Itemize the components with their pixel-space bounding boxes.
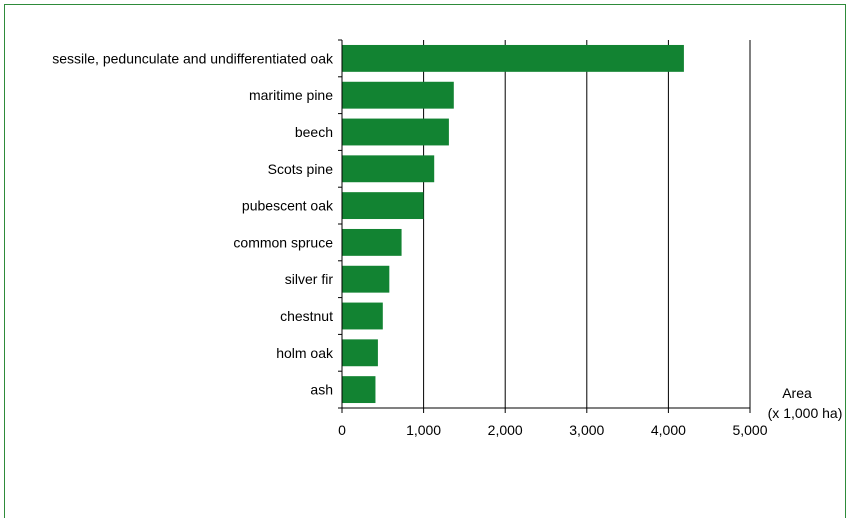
bar [342,81,454,109]
category-label: holm oak [276,345,334,361]
category-label: chestnut [280,308,333,324]
x-axis: 0 1,000 2,000 3,000 4,000 5,000 [338,39,768,438]
category-label: common spruce [233,234,333,250]
category-label: ash [310,382,333,398]
x-tick-label: 4,000 [651,422,686,438]
bar [342,228,402,256]
category-label: maritime pine [249,87,333,103]
bar [342,155,435,183]
bar [342,118,449,146]
category-label: silver fir [285,271,334,287]
category-label: Scots pine [268,161,334,177]
x-tick-label: 0 [338,422,346,438]
x-tick-label: 1,000 [406,422,441,438]
category-labels: sessile, pedunculate and undifferentiate… [52,50,334,397]
bar [342,376,376,404]
bar [342,302,383,330]
x-tick-label: 5,000 [732,422,767,438]
bar [342,339,378,367]
grid-lines [423,40,751,408]
bar [342,192,424,220]
x-axis-title-line2: (x 1,000 ha) [768,405,843,421]
x-tick-label: 2,000 [488,422,523,438]
bar [342,44,684,72]
x-tick-label: 3,000 [569,422,604,438]
bar [342,265,390,293]
category-label: pubescent oak [242,198,334,214]
bars [342,44,684,404]
category-label: beech [295,124,333,140]
x-axis-title-line1: Area [782,385,812,401]
category-label: sessile, pedunculate and undifferentiate… [52,50,334,66]
